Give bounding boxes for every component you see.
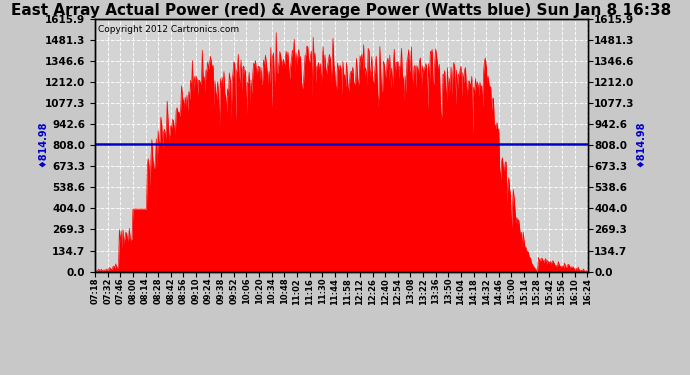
Text: Copyright 2012 Cartronics.com: Copyright 2012 Cartronics.com xyxy=(97,25,239,34)
Text: ♦814.98: ♦814.98 xyxy=(635,121,646,167)
Text: ♦814.98: ♦814.98 xyxy=(37,121,48,167)
Title: East Array Actual Power (red) & Average Power (Watts blue) Sun Jan 8 16:38: East Array Actual Power (red) & Average … xyxy=(12,3,671,18)
